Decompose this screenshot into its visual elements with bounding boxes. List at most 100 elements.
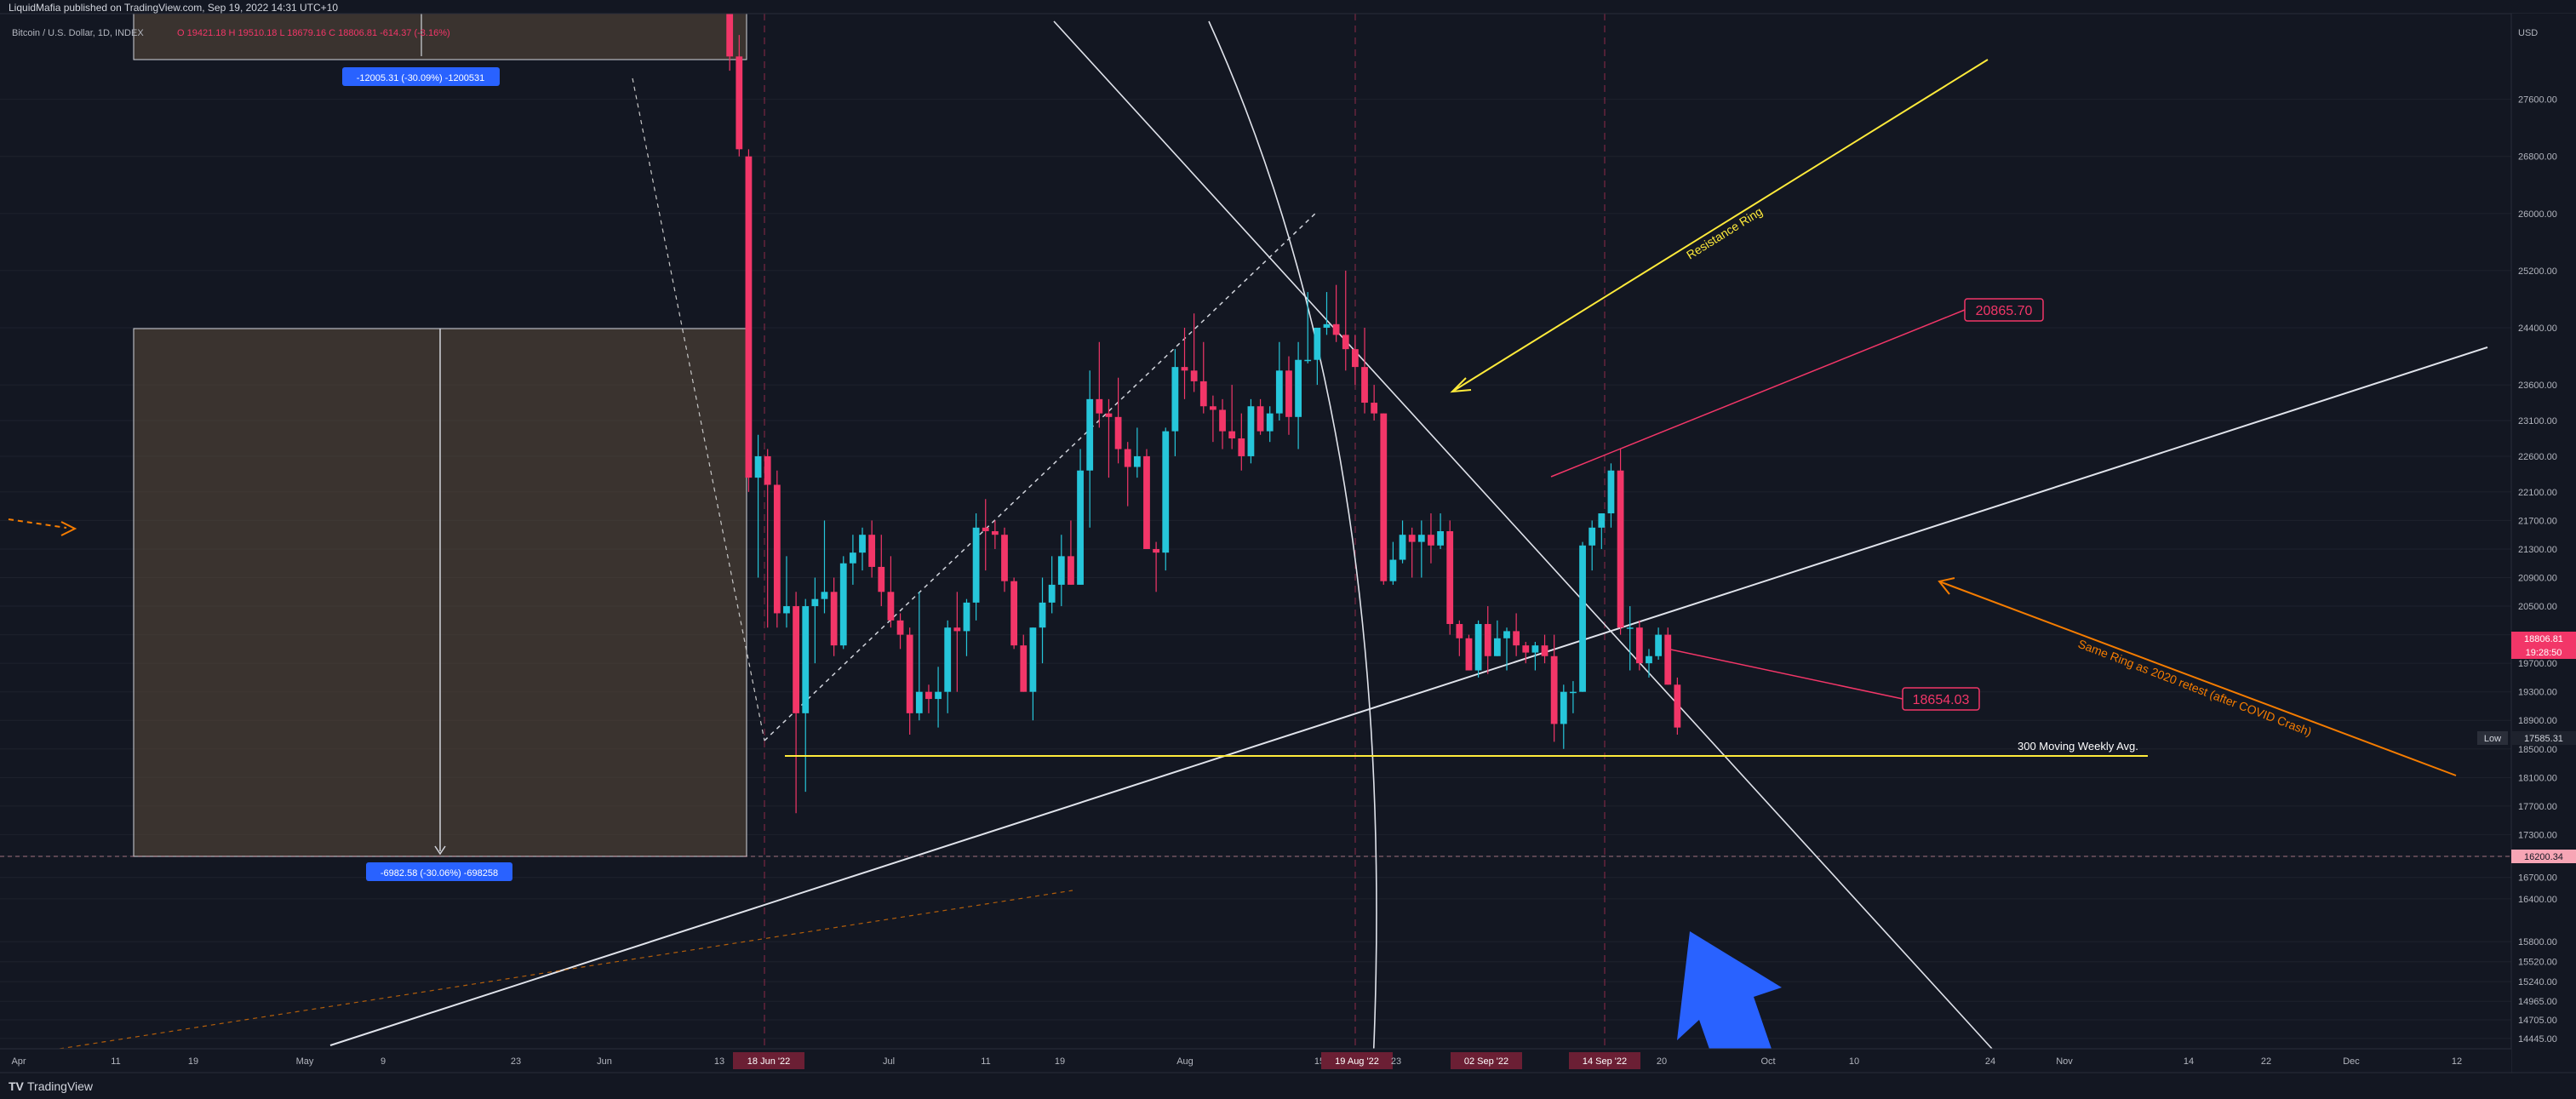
- candle-body: [1068, 556, 1074, 585]
- candle-body: [935, 691, 942, 700]
- time-axis-label: Aug: [1176, 1056, 1194, 1067]
- candle-body: [925, 691, 932, 700]
- time-axis-label: 19: [1055, 1056, 1065, 1067]
- candle-body: [1228, 431, 1236, 438]
- price-axis-label: 18100.00: [2518, 773, 2557, 783]
- countdown-badge: [2511, 645, 2576, 659]
- price-axis-label: 18500.00: [2518, 745, 2557, 755]
- candle-body: [1238, 438, 1245, 456]
- measure-label-top: [342, 67, 500, 86]
- candle-body: [764, 455, 771, 485]
- candle-body: [1304, 359, 1312, 362]
- price-callout-low[interactable]: [1902, 687, 1980, 711]
- time-axis-label: 24: [1985, 1056, 1995, 1067]
- time-axis-label: 02 Sep '22: [1464, 1056, 1508, 1067]
- candle-body: [1314, 327, 1321, 360]
- callout-line-high: [1550, 309, 1966, 478]
- time-axis-label: 19: [188, 1056, 198, 1067]
- candle-body: [1389, 559, 1397, 581]
- candle-body: [1105, 413, 1113, 417]
- time-axis-label: 9: [381, 1056, 386, 1067]
- candle-body: [1674, 684, 1681, 728]
- candle-body: [1437, 531, 1444, 546]
- candle-body: [1417, 535, 1425, 542]
- time-axis-label: May: [296, 1056, 314, 1067]
- time-axis[interactable]: [0, 1049, 2511, 1073]
- candle-body: [1210, 406, 1216, 410]
- candle-body: [1408, 535, 1416, 542]
- candle-body: [1541, 645, 1548, 656]
- candle-body: [1096, 398, 1103, 414]
- time-axis-label: 18 Jun '22: [747, 1056, 790, 1067]
- candle-body: [821, 592, 828, 599]
- candle-body: [1323, 323, 1331, 328]
- candle-body: [802, 606, 810, 713]
- last-price-badge: [2511, 632, 2576, 645]
- candle-body: [1607, 470, 1615, 514]
- diagonal-resistance-line[interactable]: [1053, 20, 1993, 1050]
- price-axis-label: 27600.00: [2518, 95, 2557, 106]
- orange-arrow-left-head: [60, 521, 77, 536]
- time-axis-highlight: [1321, 1052, 1393, 1069]
- candle-body: [1171, 367, 1179, 432]
- low-value-badge: [2511, 731, 2576, 745]
- price-axis-label: 19300.00: [2518, 688, 2557, 698]
- time-axis-label: 14 Sep '22: [1583, 1056, 1627, 1067]
- candle-body: [1266, 413, 1274, 432]
- candle-body: [944, 627, 952, 692]
- price-axis-label: 14965.00: [2518, 997, 2557, 1007]
- publisher-text: LiquidMafia published on TradingView.com…: [9, 2, 338, 14]
- candle-body: [1646, 655, 1652, 664]
- price-axis-label: 18900.00: [2518, 716, 2557, 726]
- candle-body: [1219, 409, 1226, 432]
- candle-body: [783, 606, 790, 614]
- same-ring-arrow-line[interactable]: [1938, 581, 2457, 776]
- price-axis-label: 15240.00: [2518, 977, 2557, 987]
- candle-body: [1086, 398, 1094, 471]
- resistance-arrow-head: [1450, 377, 1472, 393]
- candle-body: [1361, 367, 1368, 404]
- blue-pointer-arrow-icon: [1677, 931, 1782, 1054]
- measure-label-top-text: -12005.31 (-30.09%) -1200531: [357, 73, 484, 83]
- candle-body: [1010, 581, 1018, 646]
- price-axis-label: 22100.00: [2518, 488, 2557, 498]
- candle-body: [1153, 548, 1160, 553]
- candle-body: [953, 627, 961, 632]
- candle-body: [773, 484, 781, 614]
- price-callout-low-text: 18654.03: [1913, 693, 1970, 707]
- resistance-arrow-line[interactable]: [1451, 59, 1989, 392]
- time-axis-label: 23: [511, 1056, 521, 1067]
- price-axis-label: 20900.00: [2518, 574, 2557, 584]
- candle-body: [839, 563, 847, 646]
- candle-body: [1560, 691, 1567, 724]
- measure-box-top[interactable]: [133, 13, 747, 60]
- price-axis-label: 26800.00: [2518, 152, 2557, 163]
- time-axis-label: 12: [2452, 1056, 2462, 1067]
- tradingview-logo-icon: TV: [9, 1079, 25, 1093]
- measure-arrow-head: [434, 845, 446, 856]
- candle-body: [736, 56, 743, 150]
- candle-body: [1617, 470, 1624, 628]
- footer-bar: [0, 1073, 2576, 1099]
- price-axis-label: 15520.00: [2518, 958, 2557, 968]
- support-trendline[interactable]: [329, 346, 2488, 1046]
- candle-body: [1077, 470, 1084, 585]
- ma300-label: 300 Moving Weekly Avg.: [2018, 740, 2138, 753]
- measure-label-bottom: [366, 862, 512, 881]
- candle-body: [1143, 455, 1150, 549]
- candle-body: [793, 606, 799, 713]
- time-axis-label: 20: [1657, 1056, 1667, 1067]
- candle-body: [1579, 545, 1586, 692]
- price-axis[interactable]: [2511, 14, 2576, 1073]
- price-callout-high[interactable]: [1964, 298, 2044, 322]
- candle-body: [1039, 602, 1046, 628]
- candle-body: [1029, 627, 1037, 692]
- resistance-ring-curve[interactable]: [1208, 20, 1377, 1065]
- candle-body: [887, 592, 895, 621]
- candle-body: [1342, 335, 1349, 350]
- price-axis-label: 14445.00: [2518, 1034, 2557, 1045]
- candle-body: [1133, 455, 1141, 467]
- time-axis-label: Dec: [2343, 1056, 2360, 1067]
- candle-body: [1626, 627, 1634, 629]
